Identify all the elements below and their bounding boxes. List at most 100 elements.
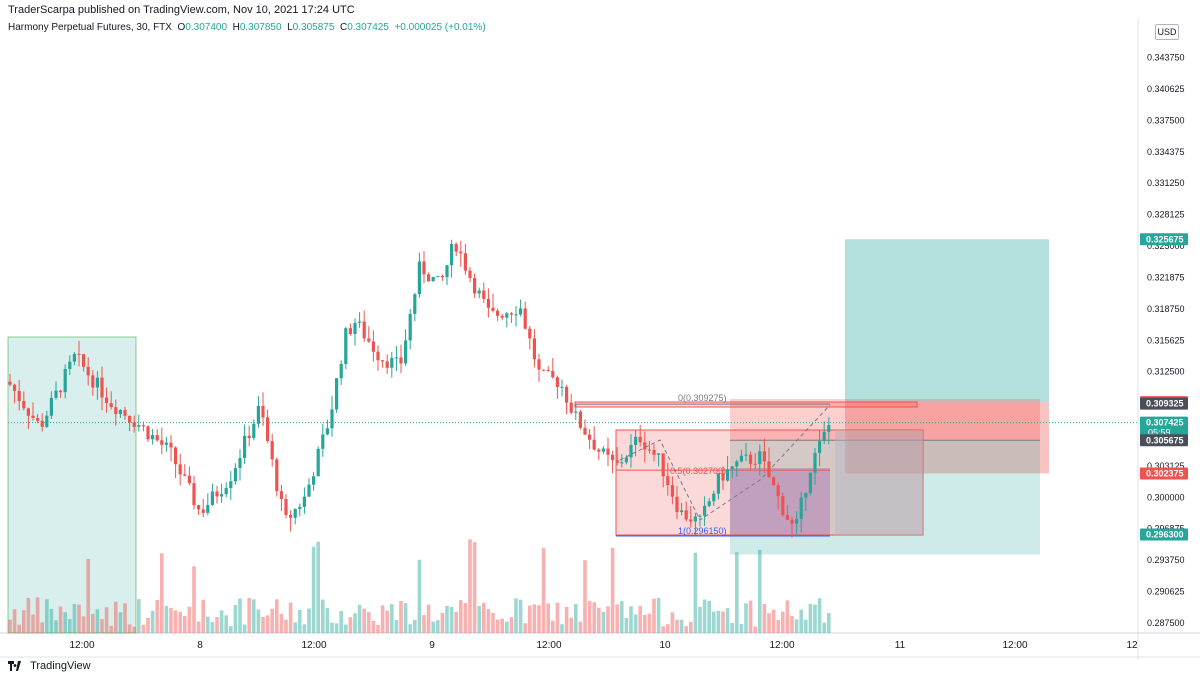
candle-body: [17, 390, 21, 402]
candle-body: [753, 463, 757, 465]
volume-bar: [643, 614, 647, 633]
candle-body: [408, 313, 412, 341]
volume-bar: [100, 619, 104, 633]
price-badge-label: 0.309325: [1146, 399, 1184, 409]
volume-bar: [293, 622, 297, 633]
candle-body: [298, 506, 302, 509]
candle-body: [496, 310, 500, 316]
candle-body: [693, 516, 697, 522]
candle-body: [270, 441, 274, 460]
tradingview-brand[interactable]: TradingView: [8, 660, 91, 674]
candle-body: [647, 449, 651, 451]
volume-bar: [242, 624, 247, 633]
candle-body: [63, 368, 67, 393]
candle-body: [620, 462, 624, 464]
volume-bar: [716, 610, 721, 633]
candle-body: [528, 328, 532, 339]
volume-bar: [518, 599, 523, 633]
high-value: 0.307850: [239, 22, 282, 33]
volume-bar: [528, 605, 532, 633]
candle-body: [827, 424, 831, 432]
candle-body: [160, 440, 164, 445]
candle-body: [689, 519, 693, 522]
candle-body: [206, 504, 210, 513]
volume-layer: [8, 539, 831, 633]
volume-bar: [109, 625, 113, 633]
candle-body: [312, 476, 316, 485]
short-position-stop-zone: [730, 399, 1040, 441]
long-position-profit-zone: [845, 239, 1049, 403]
volume-bar: [252, 599, 256, 633]
volume-bar: [279, 613, 284, 633]
volume-bar: [523, 623, 527, 633]
candle-body: [367, 338, 371, 342]
candle-body: [128, 415, 132, 423]
time-tick-label: 10: [659, 640, 671, 651]
price-chart[interactable]: 0(0.309275) 0.5(0.302700) 1(0.296150) 0.343…: [0, 0, 1200, 660]
symbol-legend[interactable]: Harmony Perpetual Futures, 30, FTX O0.30…: [8, 22, 486, 33]
volume-bar: [132, 626, 136, 633]
volume-bar: [95, 609, 100, 633]
volume-bar: [187, 606, 192, 633]
volume-bar: [670, 612, 675, 633]
candle-body: [95, 377, 99, 388]
price-tick-label: 0.343750: [1147, 53, 1185, 63]
candle-body: [712, 493, 716, 502]
candle-body: [302, 496, 306, 507]
candle-body: [657, 453, 661, 455]
candle-body: [785, 514, 789, 520]
volume-bar: [436, 620, 440, 633]
candle-body: [72, 353, 76, 362]
price-badge-label: 0.307425: [1146, 418, 1184, 428]
candle-body: [316, 448, 320, 477]
volume-bar: [541, 547, 546, 633]
candle-body: [36, 417, 40, 421]
volume-bar: [468, 539, 472, 633]
volume-bar: [325, 608, 330, 633]
drawings-layer: 0(0.309275) 0.5(0.302700) 1(0.296150): [7, 239, 1138, 634]
volume-bar: [449, 607, 454, 633]
volume-bar: [192, 566, 196, 633]
volume-bar: [574, 604, 578, 633]
time-axis: 12:00 8 12:00 9 12:00 10 12:00 11 12:00 12: [69, 640, 1138, 651]
open-value: 0.307400: [185, 22, 228, 33]
volume-bar: [592, 602, 596, 633]
demand-zone: [7, 336, 137, 634]
candle-body: [155, 435, 159, 441]
candle-body: [307, 484, 311, 497]
time-tick-label: 12: [1126, 640, 1138, 651]
volume-bar: [72, 604, 77, 633]
candle-body: [684, 510, 688, 520]
volume-bar: [684, 626, 688, 633]
candle-body: [169, 442, 173, 448]
candle-body: [220, 494, 224, 497]
time-tick-label: 9: [429, 640, 435, 651]
candle-body: [509, 313, 513, 315]
volume-bar: [781, 611, 785, 633]
candle-body: [629, 444, 633, 458]
volume-bar: [81, 616, 86, 633]
candle-body: [54, 390, 58, 398]
candle-body: [344, 328, 348, 364]
volume-bar: [348, 617, 353, 633]
volume-bar: [597, 607, 601, 633]
candle-body: [822, 431, 826, 441]
volume-bar: [661, 626, 665, 633]
currency-button[interactable]: USD: [1155, 24, 1179, 40]
volume-bar: [638, 605, 642, 633]
candle-body: [707, 501, 711, 506]
neutral-zone: [835, 430, 923, 535]
candle-body: [661, 453, 665, 477]
volume-bar: [284, 619, 288, 633]
candle-body: [799, 497, 803, 519]
candle-body: [730, 466, 734, 470]
price-tick-label: 0.312500: [1147, 367, 1185, 377]
candle-body: [611, 454, 615, 461]
candle-body: [606, 448, 610, 455]
candle-body: [224, 488, 228, 495]
volume-bar: [495, 619, 500, 633]
candle-body: [758, 451, 762, 465]
volume-bar: [86, 558, 90, 633]
volume-bar: [445, 605, 449, 633]
volume-bar: [104, 607, 109, 633]
